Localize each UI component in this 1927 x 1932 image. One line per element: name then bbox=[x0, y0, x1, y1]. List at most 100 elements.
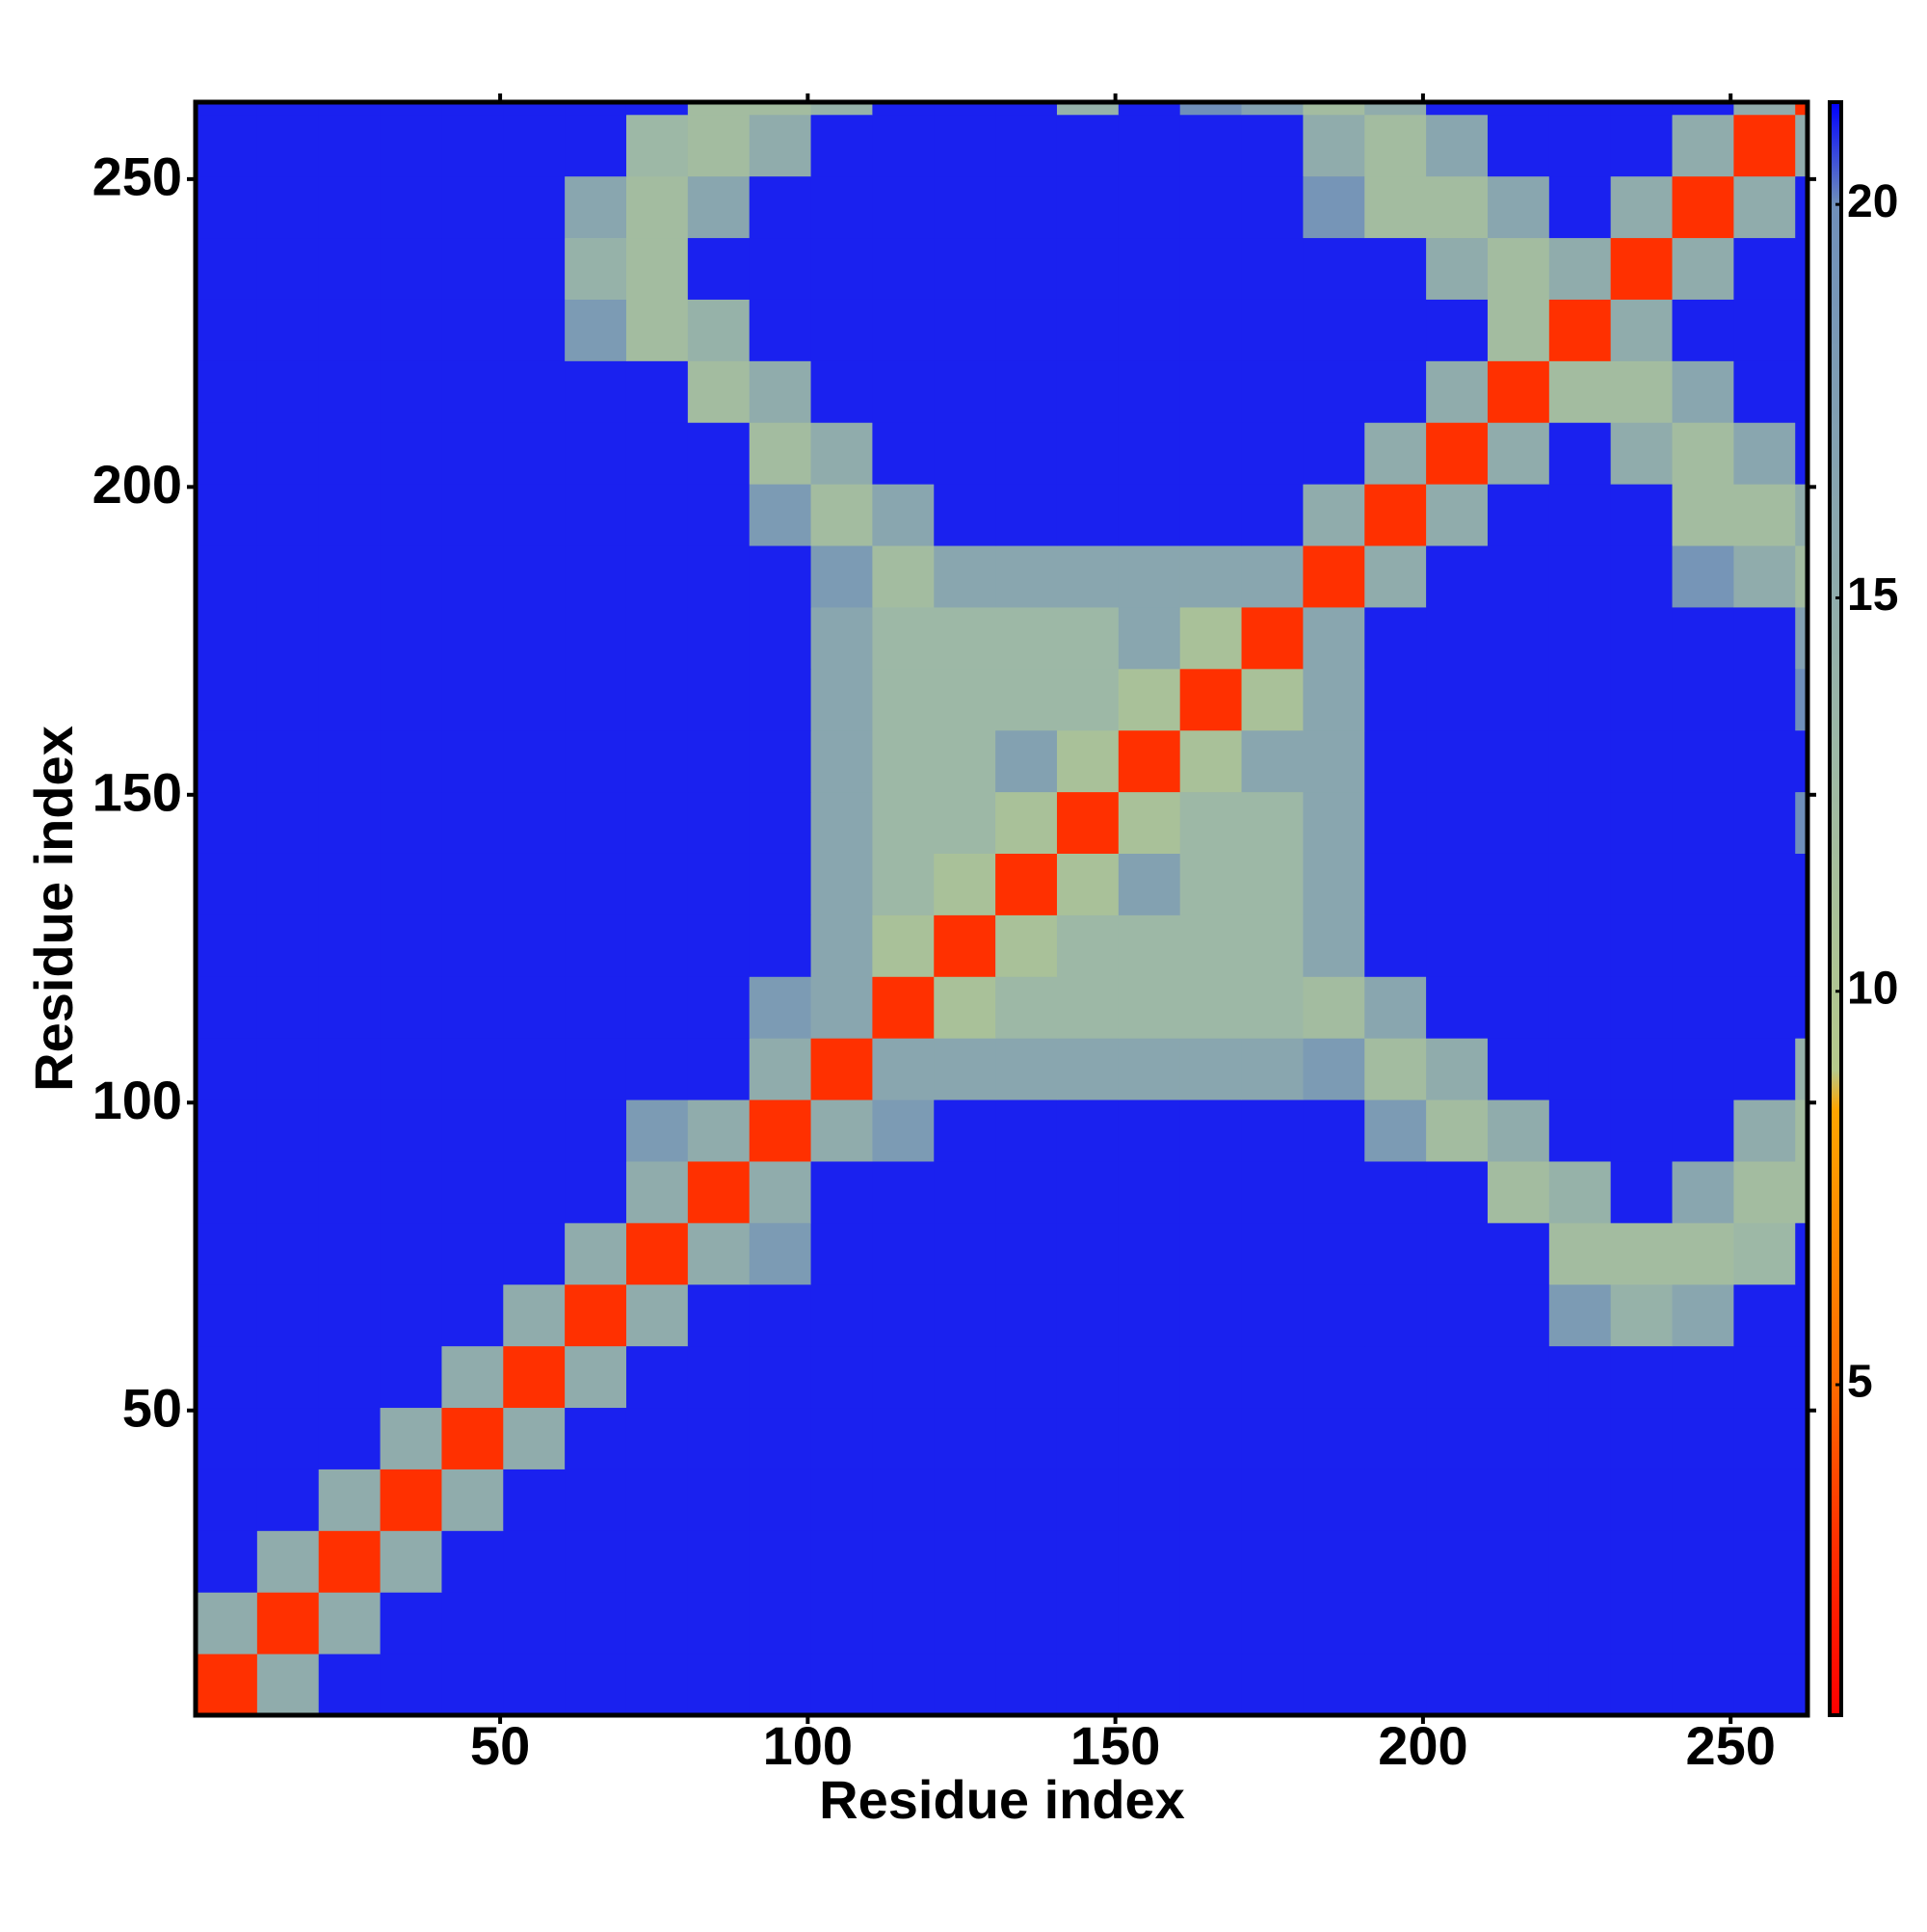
heatmap-cell bbox=[995, 1099, 1058, 1162]
heatmap-cell bbox=[1118, 114, 1181, 177]
heatmap-cell bbox=[1426, 237, 1489, 300]
heatmap-cell bbox=[1548, 175, 1612, 239]
heatmap-cell bbox=[1241, 729, 1304, 793]
heatmap-cell bbox=[1548, 791, 1612, 854]
heatmap-cell bbox=[380, 853, 442, 915]
heatmap-cell bbox=[441, 1592, 504, 1654]
heatmap-cell bbox=[749, 1222, 812, 1285]
heatmap-cell bbox=[872, 729, 935, 793]
heatmap-cell bbox=[1179, 237, 1243, 300]
heatmap-cell bbox=[810, 1038, 873, 1100]
heatmap-cell bbox=[625, 1407, 689, 1469]
heatmap-cell bbox=[1179, 1160, 1243, 1224]
heatmap-cell bbox=[1303, 545, 1365, 608]
heatmap-cell bbox=[872, 668, 935, 731]
heatmap-cell bbox=[1056, 1407, 1120, 1469]
heatmap-cell bbox=[1179, 1099, 1243, 1162]
heatmap-cell bbox=[1056, 484, 1120, 546]
heatmap-cell bbox=[687, 729, 751, 793]
heatmap-cell bbox=[872, 1654, 935, 1716]
heatmap-cell bbox=[1487, 484, 1550, 546]
heatmap-cell bbox=[1487, 1284, 1550, 1347]
heatmap-cell bbox=[1610, 1038, 1674, 1100]
heatmap-cell bbox=[934, 1038, 996, 1100]
heatmap-cell bbox=[1795, 1284, 1808, 1347]
heatmap-cell bbox=[934, 102, 996, 116]
heatmap-cell bbox=[687, 606, 751, 670]
heatmap-cell bbox=[565, 360, 627, 423]
heatmap-cell bbox=[1364, 360, 1427, 423]
heatmap-cell bbox=[1733, 976, 1796, 1039]
heatmap-cell bbox=[441, 175, 504, 239]
heatmap-cell bbox=[1426, 545, 1489, 608]
heatmap-cell bbox=[256, 1222, 320, 1285]
heatmap-cell bbox=[318, 1469, 382, 1531]
heatmap-cell bbox=[872, 1469, 935, 1531]
heatmap-cell bbox=[1610, 1530, 1674, 1593]
heatmap-cell bbox=[995, 1407, 1058, 1469]
heatmap-cell bbox=[995, 1530, 1058, 1593]
heatmap-cell bbox=[1241, 484, 1304, 546]
heatmap-cell bbox=[565, 237, 627, 300]
heatmap-cell bbox=[1487, 1592, 1550, 1654]
heatmap-cell bbox=[810, 976, 873, 1039]
heatmap-cell bbox=[318, 1407, 382, 1469]
heatmap-cell bbox=[1056, 1530, 1120, 1593]
heatmap-cell bbox=[1795, 1160, 1808, 1224]
heatmap-cell bbox=[687, 102, 751, 116]
heatmap-cell bbox=[872, 360, 935, 423]
heatmap-cell bbox=[441, 729, 504, 793]
heatmap-cell bbox=[934, 729, 996, 793]
heatmap-cell bbox=[503, 606, 566, 670]
heatmap-cell bbox=[196, 1469, 258, 1531]
heatmap-cell bbox=[196, 729, 258, 793]
heatmap-cell bbox=[1548, 484, 1612, 546]
heatmap-cell bbox=[1179, 102, 1243, 116]
heatmap-cell bbox=[1118, 1530, 1181, 1593]
heatmap-cell bbox=[1487, 1530, 1550, 1593]
heatmap-cell bbox=[1303, 914, 1365, 977]
heatmap-cell bbox=[565, 729, 627, 793]
heatmap-cell bbox=[503, 102, 566, 116]
heatmap-cell bbox=[1426, 1345, 1489, 1409]
heatmap-cell bbox=[872, 1530, 935, 1593]
heatmap-cell bbox=[810, 1099, 873, 1162]
heatmap-cell bbox=[810, 422, 873, 485]
heatmap-cell bbox=[1733, 1407, 1796, 1469]
heatmap-cell bbox=[995, 299, 1058, 361]
heatmap-cell bbox=[1241, 976, 1304, 1039]
heatmap-cell bbox=[1426, 668, 1489, 731]
heatmap-cell bbox=[1303, 1469, 1365, 1531]
heatmap-cell bbox=[441, 422, 504, 485]
heatmap-cell bbox=[1733, 175, 1796, 239]
heatmap-cell bbox=[749, 360, 812, 423]
heatmap-cell bbox=[1426, 360, 1489, 423]
heatmap-cell bbox=[1426, 484, 1489, 546]
heatmap-cell bbox=[1118, 1592, 1181, 1654]
heatmap-cell bbox=[872, 545, 935, 608]
heatmap-cell bbox=[1303, 299, 1365, 361]
heatmap-cell bbox=[1426, 976, 1489, 1039]
heatmap-cell bbox=[318, 976, 382, 1039]
heatmap-cell bbox=[1118, 1284, 1181, 1347]
heatmap-cell bbox=[749, 1407, 812, 1469]
heatmap-cell bbox=[1426, 1222, 1489, 1285]
heatmap-cell bbox=[810, 1530, 873, 1593]
heatmap-cell bbox=[749, 1099, 812, 1162]
heatmap-cell bbox=[1303, 484, 1365, 546]
heatmap-cell bbox=[625, 606, 689, 670]
heatmap-cell bbox=[1795, 484, 1808, 546]
heatmap-cell bbox=[1179, 422, 1243, 485]
heatmap-cell bbox=[872, 791, 935, 854]
heatmap-cell bbox=[1118, 1407, 1181, 1469]
heatmap-cell bbox=[1118, 914, 1181, 977]
heatmap-cell bbox=[810, 1592, 873, 1654]
heatmap-cell bbox=[1426, 1038, 1489, 1100]
heatmap-cell bbox=[934, 299, 996, 361]
heatmap-cell bbox=[995, 1345, 1058, 1409]
heatmap-cell bbox=[380, 1038, 442, 1100]
heatmap-cell bbox=[256, 1345, 320, 1409]
heatmap-cell bbox=[1733, 1592, 1796, 1654]
heatmap-cell bbox=[1487, 853, 1550, 915]
heatmap-cell bbox=[1056, 545, 1120, 608]
